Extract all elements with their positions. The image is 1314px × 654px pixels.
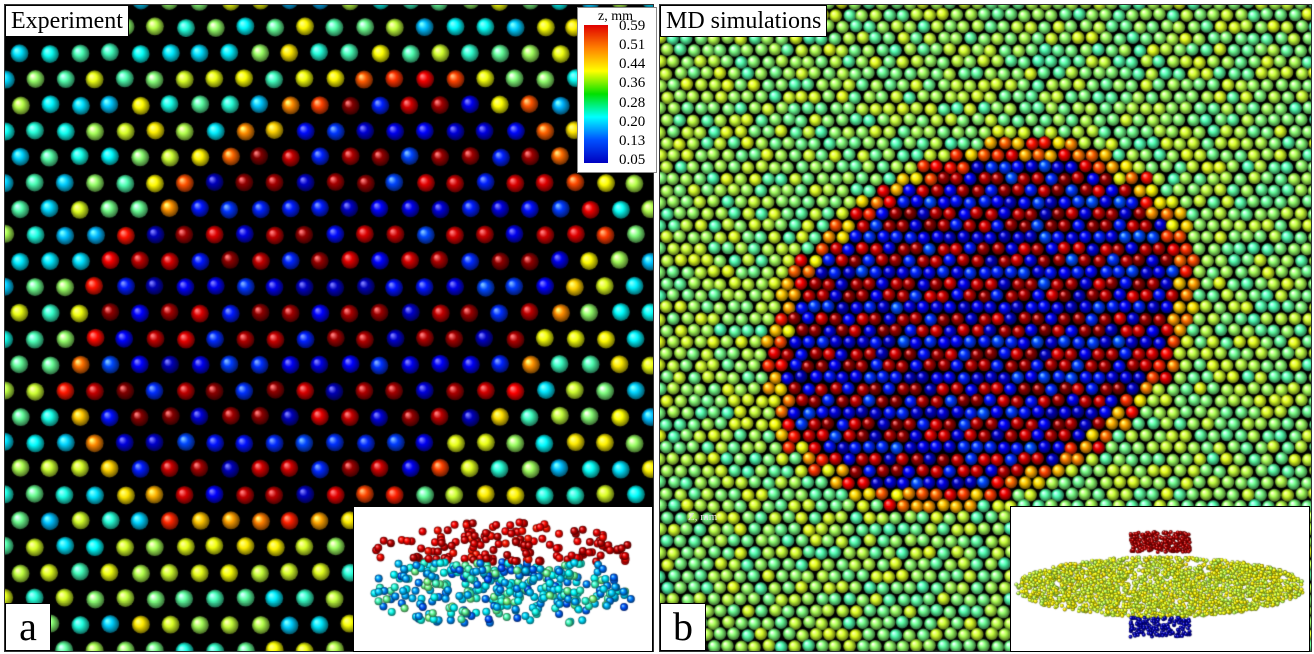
simulation-3d-inset — [1010, 506, 1310, 652]
colorbar-tick: 0.20 — [619, 114, 646, 130]
experiment-3d-inset — [353, 506, 653, 652]
inset-3d-scatter — [1011, 507, 1309, 651]
colorbar-tick: 0.13 — [619, 133, 646, 149]
md-simulation-panel: MD simulations Z, mm b — [659, 4, 1312, 652]
experiment-panel: Experiment z, mm 0.59 0.51 0.44 0.36 0.2… — [4, 4, 657, 652]
colorbar-tick: 0.05 — [619, 152, 646, 168]
colorbar-tick: 0.28 — [619, 95, 646, 111]
colorbar-tick: 0.51 — [619, 37, 646, 53]
colorbar-tick: 0.36 — [619, 75, 646, 91]
panel-b-letter: b — [660, 603, 706, 651]
panel-a-title: Experiment — [5, 5, 129, 37]
colorbar-title: z, mm — [598, 9, 633, 24]
colorbar: z, mm 0.59 0.51 0.44 0.36 0.28 0.20 0.13… — [577, 7, 657, 173]
axis-label: Z, mm — [688, 511, 718, 523]
colorbar-tick: 0.44 — [619, 56, 646, 72]
inset-3d-scatter — [354, 507, 652, 651]
panel-b-title: MD simulations — [660, 5, 828, 37]
panel-a-letter: a — [5, 603, 51, 651]
colorbar-tick: 0.59 — [619, 18, 646, 34]
colorbar-gradient — [584, 25, 608, 163]
